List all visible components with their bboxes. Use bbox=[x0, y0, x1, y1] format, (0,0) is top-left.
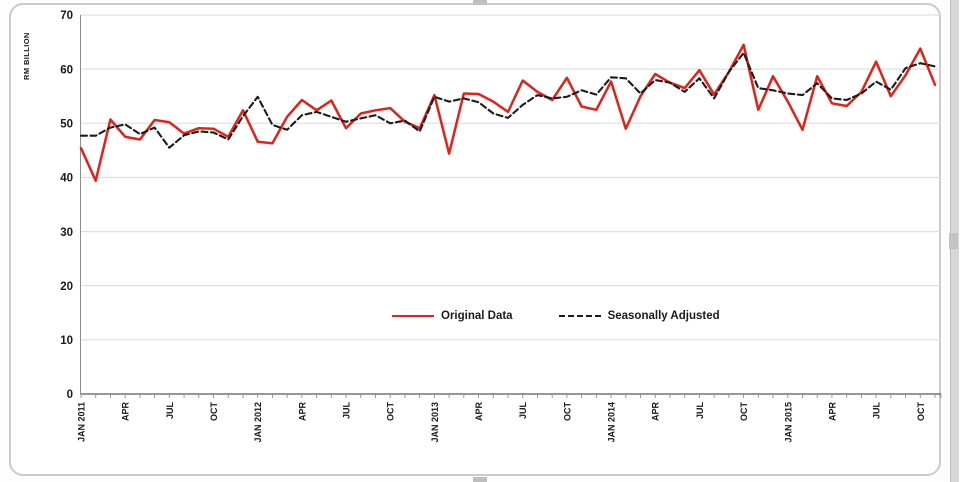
x-tick-label: JUL bbox=[872, 402, 882, 420]
x-tick-label: APR bbox=[827, 402, 837, 422]
y-tick-label: 30 bbox=[60, 227, 73, 239]
seasonally-adjusted-line bbox=[79, 51, 937, 149]
resize-handle-top[interactable] bbox=[473, 0, 487, 5]
x-tick-label: JAN 2011 bbox=[77, 402, 87, 442]
x-tick-label: JAN 2012 bbox=[253, 402, 263, 443]
y-tick-label: 0 bbox=[67, 389, 73, 401]
x-tick-label: APR bbox=[297, 402, 307, 422]
seasonally-adjusted-line-swatch bbox=[558, 315, 601, 317]
legend-label-original-data: Original Data bbox=[441, 310, 513, 322]
x-tick-label: JAN 2013 bbox=[430, 402, 440, 443]
x-tick-label: JUL bbox=[342, 402, 352, 420]
y-tick-label: 60 bbox=[60, 64, 73, 76]
x-tick-label: OCT bbox=[916, 402, 926, 422]
original-data-line-swatch bbox=[392, 315, 434, 317]
x-tick-label: APR bbox=[474, 402, 484, 422]
resize-handle-right[interactable] bbox=[949, 233, 958, 249]
y-tick-label: 10 bbox=[60, 335, 73, 347]
x-tick-label: OCT bbox=[209, 402, 219, 422]
legend-item-original-data[interactable]: Original Data bbox=[392, 310, 513, 322]
y-tick-label: 50 bbox=[60, 118, 73, 130]
x-tick-label: JUL bbox=[165, 402, 175, 420]
original-data-line bbox=[79, 43, 937, 182]
resize-handle-bottom[interactable] bbox=[473, 477, 487, 482]
x-tick-label: JUL bbox=[518, 402, 528, 420]
y-tick-label: 70 bbox=[60, 10, 73, 22]
y-tick-label: 20 bbox=[60, 281, 73, 293]
x-tick-label: JAN 2015 bbox=[783, 402, 793, 443]
x-tick-label: OCT bbox=[739, 402, 749, 422]
x-tick-label: JUL bbox=[695, 402, 705, 420]
legend-label-seasonally-adjusted: Seasonally Adjusted bbox=[607, 310, 720, 322]
x-tick-label: OCT bbox=[562, 402, 572, 422]
x-tick-label: OCT bbox=[386, 402, 396, 422]
x-tick-label: APR bbox=[651, 402, 661, 422]
x-tick-label: APR bbox=[121, 402, 131, 422]
y-tick-label: 40 bbox=[60, 173, 73, 185]
x-tick-label: JAN 2014 bbox=[607, 402, 617, 443]
chart-legend: Original Data Seasonally Adjusted bbox=[392, 310, 720, 322]
legend-item-seasonally-adjusted[interactable]: Seasonally Adjusted bbox=[558, 310, 720, 322]
chart-object-frame bbox=[9, 3, 941, 476]
